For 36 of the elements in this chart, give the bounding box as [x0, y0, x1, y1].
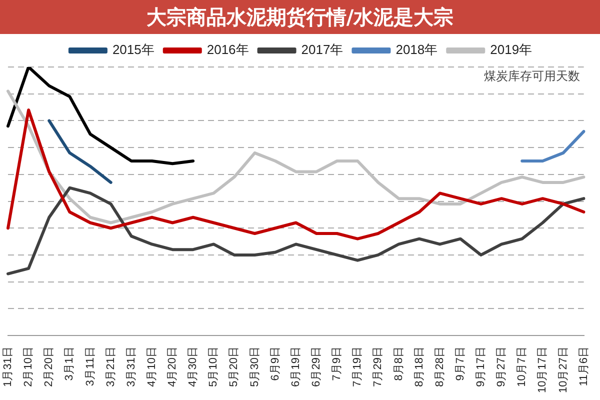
x-tick-label: 3月21日: [104, 346, 117, 387]
x-tick-label: 2月10日: [22, 346, 35, 387]
x-tick-label: 11月6日: [578, 346, 590, 386]
x-tick-label: 9月17日: [475, 346, 488, 387]
x-tick-label: 10月7日: [516, 346, 528, 387]
x-tick-label: 9月27日: [496, 346, 508, 387]
x-tick-label: 1月31日: [2, 346, 14, 387]
x-tick-label: 6月29日: [310, 346, 322, 387]
x-tick-label: 10月27日: [557, 346, 570, 394]
legend-label: 2017年: [301, 42, 344, 58]
x-tick-label: 7月19日: [352, 346, 364, 387]
x-tick-label: 4月30日: [187, 346, 200, 387]
x-tick-label: 5月10日: [208, 346, 220, 387]
x-tick-label: 2月20日: [43, 346, 56, 387]
legend-label: 2019年: [490, 42, 532, 58]
x-tick-label: 9月7日: [454, 346, 466, 381]
x-tick-label: 3月31日: [125, 346, 138, 387]
x-tick-label: 7月29日: [372, 346, 384, 387]
legend-label: 2018年: [396, 42, 438, 58]
x-tick-label: 5月30日: [248, 346, 261, 387]
x-tick-label: 3月11日: [84, 346, 96, 386]
x-tick-label: 8月28日: [434, 346, 446, 387]
x-tick-label: 3月1日: [64, 346, 76, 381]
x-tick-label: 6月9日: [269, 346, 282, 381]
legend-label: 2015年: [112, 42, 154, 58]
x-tick-label: 7月9日: [331, 346, 344, 381]
x-tick-label: 5月20日: [228, 346, 240, 387]
x-tick-label: 4月20日: [166, 346, 179, 387]
x-tick-label: 6月19日: [290, 346, 302, 387]
x-tick-label: 10月17日: [536, 346, 549, 394]
annotation: 煤炭库存可用天数: [484, 69, 580, 84]
x-tick-label: 4月10日: [146, 346, 158, 387]
x-tick-label: 8月8日: [392, 346, 405, 381]
legend-label: 2016年: [206, 42, 249, 58]
x-tick-label: 8月18日: [413, 346, 426, 387]
chart-title: 大宗商品水泥期货行情/水泥是大宗: [0, 0, 600, 34]
